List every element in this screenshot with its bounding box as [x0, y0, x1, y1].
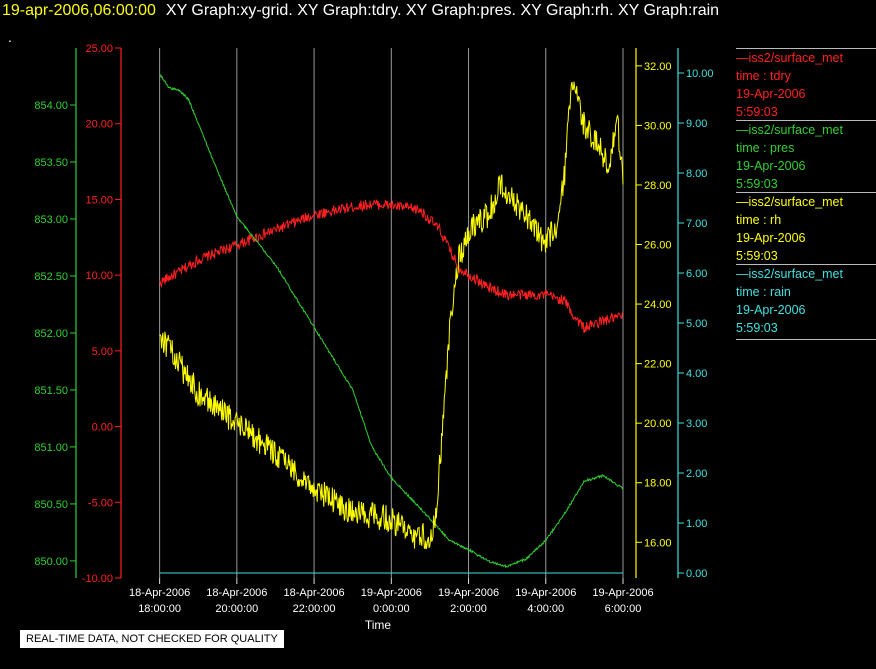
legend-source: —iss2/surface_met: [736, 123, 843, 137]
rain-tick-label: 4.00: [686, 368, 707, 380]
rain-tick-label: 6.00: [686, 268, 707, 280]
legend-source: —iss2/surface_met: [736, 195, 843, 209]
x-tick-label-time: 18:00:00: [138, 603, 181, 615]
x-tick-label-date: 19-Apr-2006: [515, 587, 576, 599]
rain-tick-label: 2.00: [686, 468, 707, 480]
pres-tick-label: 853.00: [34, 214, 68, 226]
x-tick-label-time: 4:00:00: [527, 603, 564, 615]
pres-tick-label: 850.50: [34, 499, 68, 511]
rh-tick-label: 24.00: [644, 299, 672, 311]
legend-time: 5:59:03: [736, 321, 778, 335]
x-tick-label-time: 2:00:00: [450, 603, 487, 615]
pres-tick-label: 852.50: [34, 271, 68, 283]
rain-tick-label: 5.00: [686, 318, 707, 330]
tdry-tick-label: 0.00: [92, 422, 113, 434]
legend-entry-rain: —iss2/surface_met time : rain 19-Apr-200…: [736, 264, 876, 340]
rh-tick-label: 20.00: [644, 418, 672, 430]
pres-tick-label: 853.50: [34, 157, 68, 169]
tdry-tick-label: 5.00: [92, 346, 113, 358]
x-tick-label-date: 19-Apr-2006: [592, 587, 653, 599]
rh-tick-label: 26.00: [644, 240, 672, 252]
rain-tick-label: 0.00: [686, 568, 707, 580]
series-line-rh: [159, 81, 624, 550]
pres-tick-label: 852.00: [34, 328, 68, 340]
x-tick-label-time: 20:00:00: [215, 603, 258, 615]
legend-date: 19-Apr-2006: [736, 231, 806, 245]
legend-date: 19-Apr-2006: [736, 159, 806, 173]
series-line-pres: [159, 73, 624, 569]
rh-tick-label: 22.00: [644, 359, 672, 371]
legend-date: 19-Apr-2006: [736, 303, 806, 317]
legend-entry-rh: —iss2/surface_met time : rh 19-Apr-2006 …: [736, 192, 876, 265]
legend-variable: time : tdry: [736, 69, 791, 83]
legend-source: —iss2/surface_met: [736, 267, 843, 281]
legend-entry-pres: —iss2/surface_met time : pres 19-Apr-200…: [736, 120, 876, 193]
corner-mark: .: [8, 29, 12, 45]
rh-tick-label: 30.00: [644, 120, 672, 132]
x-tick-label-date: 18-Apr-2006: [206, 587, 267, 599]
tdry-tick-label: -5.00: [88, 497, 113, 509]
pres-tick-label: 854.00: [34, 100, 68, 112]
tdry-tick-label: 15.00: [85, 194, 113, 206]
pres-tick-label: 850.00: [34, 556, 68, 568]
tdry-tick-label: 25.00: [85, 43, 113, 55]
x-tick-label-time: 6:00:00: [605, 603, 642, 615]
tdry-tick-label: 10.00: [85, 270, 113, 282]
legend-time: 5:59:03: [736, 249, 778, 263]
rh-tick-label: 32.00: [644, 61, 672, 73]
x-tick-label-time: 0:00:00: [373, 603, 410, 615]
timestamp-label: 19-apr-2006,06:00:00: [2, 2, 156, 19]
x-axis-label: Time: [365, 618, 392, 632]
legend-variable: time : rh: [736, 213, 782, 227]
rh-tick-label: 18.00: [644, 478, 672, 490]
legend-variable: time : pres: [736, 141, 795, 155]
rh-tick-label: 16.00: [644, 537, 672, 549]
graph-list-label: XY Graph:xy-grid. XY Graph:tdry. XY Grap…: [165, 2, 720, 19]
x-tick-label-date: 18-Apr-2006: [129, 587, 190, 599]
tdry-tick-label: -10.00: [82, 573, 113, 585]
legend-date: 19-Apr-2006: [736, 87, 806, 101]
rain-tick-label: 8.00: [686, 168, 707, 180]
rh-tick-label: 28.00: [644, 180, 672, 192]
legend-source: —iss2/surface_met: [736, 51, 843, 65]
rain-tick-label: 7.00: [686, 218, 707, 230]
quality-warning-label: REAL-TIME DATA, NOT CHECKED FOR QUALITY: [20, 630, 284, 648]
window-title: 19-apr-2006,06:00:00 XY Graph:xy-grid. XY…: [2, 2, 719, 20]
rain-tick-label: 3.00: [686, 418, 707, 430]
rain-tick-label: 1.00: [686, 518, 707, 530]
x-tick-label-date: 19-Apr-2006: [438, 587, 499, 599]
legend-variable: time : rain: [736, 285, 791, 299]
x-tick-label-date: 19-Apr-2006: [361, 587, 422, 599]
tdry-tick-label: 20.00: [85, 119, 113, 131]
legend-entry-tdry: —iss2/surface_met time : tdry 19-Apr-200…: [736, 48, 876, 121]
legend-time: 5:59:03: [736, 105, 778, 119]
legend-time: 5:59:03: [736, 177, 778, 191]
rain-tick-label: 10.00: [686, 68, 714, 80]
x-tick-label-time: 22:00:00: [293, 603, 336, 615]
pres-tick-label: 851.50: [34, 385, 68, 397]
pres-tick-label: 851.00: [34, 442, 68, 454]
rain-tick-label: 9.00: [686, 118, 707, 130]
x-tick-label-date: 18-Apr-2006: [283, 587, 344, 599]
series-line-tdry: [159, 199, 624, 333]
